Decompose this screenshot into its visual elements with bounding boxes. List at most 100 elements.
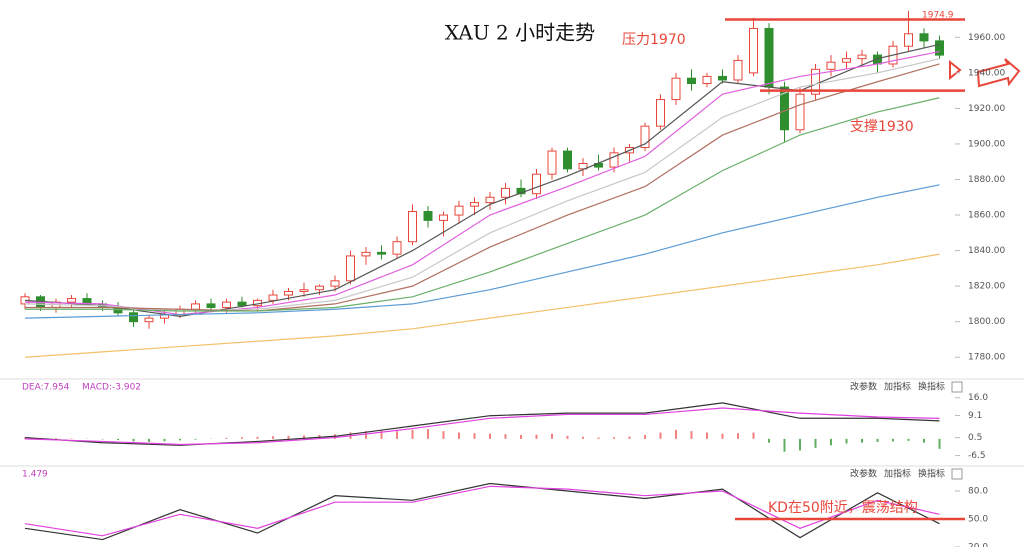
macd-bar — [659, 432, 662, 439]
reference-label: 支撑1930 — [850, 119, 914, 135]
macd-bar — [132, 438, 135, 442]
macd-bar — [287, 435, 290, 439]
candle-body — [67, 298, 76, 303]
panel-button[interactable]: 换指标 — [918, 381, 945, 393]
macd-bar — [613, 437, 615, 439]
candle-body — [191, 303, 200, 310]
y-tick-label: 1780.00 — [968, 353, 1005, 363]
macd-bar — [582, 436, 584, 439]
macd-bar — [489, 433, 491, 439]
candle-body — [578, 163, 588, 170]
candle-body — [826, 61, 836, 70]
candle-body — [206, 303, 216, 308]
macd-bar — [768, 438, 770, 443]
candle-body — [299, 289, 309, 292]
candle-body — [532, 173, 541, 195]
macd-bar — [473, 433, 476, 439]
macd-bar — [458, 432, 460, 439]
close-button[interactable] — [951, 381, 963, 393]
candle-body — [811, 68, 820, 95]
macd-bar — [644, 435, 646, 439]
candle-body — [687, 77, 696, 85]
macd-bar — [706, 432, 708, 439]
macd-bar — [396, 431, 398, 439]
macd-bar — [256, 436, 259, 439]
macd-bar — [163, 438, 166, 442]
candle-body — [857, 54, 867, 60]
candle-body — [702, 75, 712, 85]
candle-body — [640, 125, 650, 149]
candle-body — [268, 294, 278, 301]
panel-button[interactable]: 改参数 — [850, 468, 877, 480]
candle-body — [780, 86, 789, 131]
candle-body — [423, 210, 433, 221]
candle-body — [284, 290, 293, 296]
macd-bar — [861, 438, 863, 443]
macd-bar — [194, 438, 197, 440]
y-tick-label: 20.0 — [968, 543, 988, 547]
macd-bar — [907, 438, 910, 441]
macd-bar — [179, 438, 181, 441]
macd-bar — [938, 438, 941, 449]
indicator-line — [24, 184, 940, 319]
macd-bar — [535, 434, 538, 439]
candle-body — [330, 280, 340, 287]
y-tick-label: 1940.00 — [968, 68, 1005, 78]
candle-body — [222, 301, 231, 308]
macd-bar — [923, 438, 925, 443]
candle-body — [919, 33, 929, 42]
reference-label: KD在50附近，震荡结构 — [768, 500, 918, 516]
macd-bar — [752, 432, 755, 439]
candle-body — [392, 241, 402, 255]
y-tick-label: -6.5 — [968, 451, 986, 461]
macd-bar — [675, 429, 677, 439]
candle-body — [237, 301, 247, 307]
candle-body — [439, 214, 448, 221]
candle-body — [470, 202, 479, 207]
y-tick-label: 16.0 — [968, 393, 988, 403]
candle-body — [842, 58, 851, 63]
indicator-line — [24, 402, 940, 446]
indicator-line — [25, 63, 940, 312]
candle-body — [454, 205, 464, 216]
high-annotation: 1974.9 — [922, 11, 954, 21]
y-tick-label: 80.0 — [968, 487, 988, 497]
macd-bar — [551, 433, 553, 439]
panel-button[interactable]: 换指标 — [918, 468, 945, 480]
indicator-line — [25, 97, 940, 312]
macd-bar — [380, 430, 383, 439]
candle-body — [749, 27, 758, 74]
panel-button[interactable]: 加指标 — [884, 381, 911, 393]
macd-bar — [597, 437, 600, 439]
y-tick-label: 1900.00 — [968, 139, 1005, 149]
candle-body — [501, 187, 510, 198]
panel-button[interactable]: 改参数 — [850, 381, 877, 393]
macd-bar — [892, 438, 894, 442]
macd-bar — [721, 433, 724, 439]
candle-body — [346, 255, 355, 282]
y-tick-label: 9.1 — [968, 411, 982, 421]
macd-bar — [365, 431, 367, 439]
macd-bar — [225, 437, 228, 439]
chart-title: XAU 2 小时走势 — [445, 21, 595, 45]
candle-body — [656, 99, 665, 127]
candle-body — [315, 285, 324, 291]
close-button[interactable] — [951, 468, 963, 480]
macd-bar — [830, 438, 832, 446]
y-tick-label: 1960.00 — [968, 33, 1005, 43]
macd-bar — [303, 435, 305, 439]
y-tick-label: 0.5 — [968, 433, 982, 443]
y-tick-label: 1800.00 — [968, 317, 1005, 327]
panel-button[interactable]: 加指标 — [884, 468, 911, 480]
macd-bar — [148, 438, 150, 442]
macd-bar — [504, 434, 507, 439]
macd-bar — [117, 438, 119, 441]
macd-bar — [814, 438, 817, 448]
macd-bar — [737, 433, 739, 439]
indicator-line — [24, 253, 940, 358]
indicator-line — [24, 407, 940, 446]
macd-bar — [55, 438, 57, 439]
candle-body — [609, 152, 619, 168]
